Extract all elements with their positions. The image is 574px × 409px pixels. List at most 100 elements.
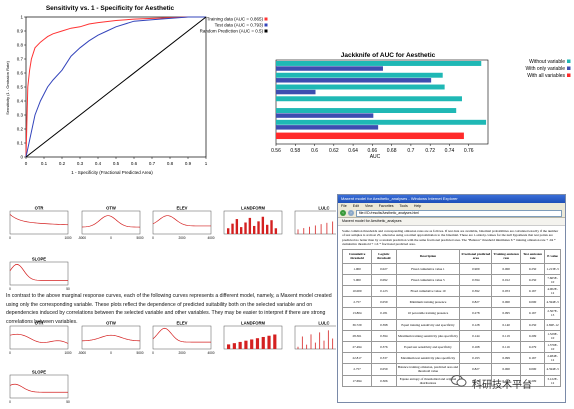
browser-content: Some common thresholds and corresponding… — [338, 226, 565, 389]
roc-ytick-label: 0.6 — [17, 71, 24, 76]
panel-title: LANDFORM — [241, 206, 265, 211]
table-cell: 0.059 — [371, 363, 397, 376]
table-cell: 0.000 — [519, 296, 546, 309]
jackknife-bar-without — [276, 119, 487, 125]
table-cell: 27.494 — [341, 340, 373, 354]
panel-bar — [257, 221, 260, 234]
panel-curve — [152, 327, 211, 343]
jackknife-bar-only — [276, 66, 383, 71]
response-panel-landform: LANDFORM — [223, 206, 283, 235]
response-panel-slope: SLOPE 0 50 — [9, 370, 70, 405]
table-cell: 0.392 — [459, 284, 493, 298]
roc-legend-label: Test data (AUC = 0.793) — [215, 23, 264, 28]
table-cell: 0.123 — [371, 284, 397, 298]
menu-edit[interactable]: Edit — [352, 204, 359, 208]
menu-view[interactable]: View — [365, 204, 373, 208]
table-header: P-value — [544, 248, 561, 264]
jackknife-xtick-label: 0.64 — [348, 148, 358, 154]
table-cell: 0.167 — [519, 284, 546, 298]
browser-menubar: File Edit View Favorites Tools Help — [338, 203, 565, 209]
jackknife-xtick-label: 0.7 — [407, 148, 414, 154]
table-cell: 1.376E-10 — [544, 340, 561, 354]
wechat-logo-icon — [451, 375, 467, 387]
jackknife-bar-only — [276, 113, 374, 118]
panel-xtick-label: 0 — [9, 236, 11, 240]
panel-curve — [9, 214, 69, 226]
table-cell: 2.757 — [341, 296, 373, 309]
panel-curve — [81, 215, 141, 228]
table-row: 36.729 0.398 Equal training sensitivity an… — [341, 318, 561, 331]
panel-bar — [232, 343, 236, 349]
threshold-table: Cumulative threshold Logistic threshold De… — [341, 248, 561, 387]
panel-bar — [266, 224, 269, 234]
table-cell: 1.213E-3 — [544, 262, 561, 275]
table-row: 10.000 0.123 Fixed cumulative value 10 0.39… — [341, 284, 561, 298]
panel-curve — [9, 333, 69, 344]
jackknife-xtick-label: 0.76 — [464, 148, 474, 154]
panel-frame — [9, 374, 69, 399]
jackknife-chart: Jackknife of AUC for Aesthetic 0.56 0.58 0… — [271, 52, 571, 160]
jackknife-bar-without — [276, 61, 482, 66]
jackknife-xtick-label: 0.6 — [311, 148, 318, 154]
panel-xtick-label: 5000 — [136, 351, 143, 355]
panel-bar — [244, 222, 247, 234]
panel-xtick-label: 0 — [9, 351, 11, 355]
panel-xtick-label: 0 — [9, 400, 11, 404]
table-cell: 0.059 — [371, 296, 397, 309]
back-icon[interactable]: ‹ — [340, 210, 346, 216]
table-row: 28.361 0.394 Maximum training sensitivity … — [341, 329, 561, 342]
roc-chart: Sensitivity vs. 1 - Specificity for Aest… — [5, 5, 268, 175]
panel-xtick-label: 5000 — [136, 236, 143, 240]
forward-icon[interactable]: › — [348, 210, 354, 216]
roc-xtick-label: 0.3 — [77, 161, 84, 166]
panel-title: ELEV — [177, 321, 188, 326]
panel-bar — [231, 223, 234, 234]
roc-ytick-label: 0.9 — [17, 29, 24, 34]
table-cell: Fixed cumulative value 10 — [395, 284, 461, 298]
table-cell: 28.361 — [341, 329, 373, 342]
browser-tab[interactable]: Maxent model for Aesthetic_analyses — [338, 218, 565, 226]
menu-tools[interactable]: Tools — [399, 204, 408, 208]
table-cell: 0.181 — [371, 307, 397, 320]
roc-series-line-1 — [25, 16, 206, 158]
panel-bar — [235, 219, 239, 234]
panel-bar — [227, 228, 230, 234]
roc-xtick-label: 0.1 — [41, 161, 48, 166]
table-cell: 0.119 — [491, 329, 521, 342]
roc-xtick-label: 1 — [205, 161, 208, 166]
jackknife-legend-label: With only variable — [526, 66, 566, 72]
jackknife-xtick-label: 0.66 — [367, 148, 377, 154]
menu-help[interactable]: Help — [413, 204, 422, 208]
roc-ytick-label: 0.8 — [17, 43, 24, 48]
jackknife-legend-swatch — [567, 73, 571, 77]
jackknife-bar-without — [276, 72, 443, 78]
table-cell: 0.000 — [491, 363, 521, 376]
panel-title: LULC — [318, 206, 329, 211]
menu-favorites[interactable]: Favorites — [378, 204, 394, 208]
table-cell: 0.209 — [519, 374, 546, 387]
response-panel-otw: OTW -5000 0 5000 — [78, 321, 144, 356]
panel-xtick-label: 2000 — [178, 236, 185, 240]
table-cell: 2.484E-12 — [544, 352, 561, 365]
table-cell: 0.167 — [519, 352, 546, 365]
table-cell: 0.167 — [519, 307, 546, 320]
roc-ytick-label: 0.4 — [17, 99, 24, 104]
panel-frame — [9, 261, 69, 286]
address-input[interactable]: file:///D:/results/Aesthetic_analyses.ht… — [356, 209, 562, 217]
table-cell: 0.250 — [519, 273, 546, 287]
menu-file[interactable]: File — [341, 204, 347, 208]
table-cell: 4.594E-3 — [544, 363, 561, 376]
panel-curve — [9, 383, 68, 393]
roc-ytick-label: 0.5 — [17, 85, 24, 90]
table-header: Description — [395, 248, 461, 264]
table-row: 22.817 0.337 Maximum test sensitivity plus… — [341, 352, 561, 365]
panel-title: SLOPE — [32, 257, 46, 262]
response-curves-paragraph: In contrast to the above marginal respon… — [6, 293, 332, 325]
table-cell: 0.827 — [459, 296, 493, 309]
panel-xtick-label: 0 — [152, 236, 154, 240]
response-panel-elev: ELEV 0 2000 4000 — [152, 321, 215, 356]
panel-bar — [255, 338, 260, 349]
panel-title: OTW — [106, 206, 116, 211]
roc-legend-swatch — [264, 23, 268, 27]
table-cell: 0.000 — [519, 363, 546, 376]
